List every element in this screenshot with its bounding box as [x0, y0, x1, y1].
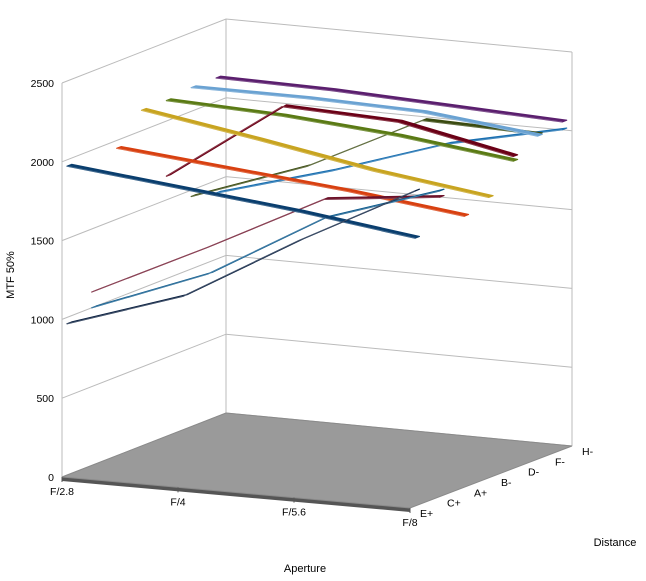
series-ribbon-D-: [165, 104, 519, 177]
series-ribbon-highlight: [166, 100, 514, 162]
y-tick-label: 1000: [31, 314, 55, 326]
series-ribbon-highlight: [141, 109, 489, 198]
floor-plane: [61, 412, 573, 509]
y-tick-label: 1500: [31, 236, 55, 248]
gridline: [61, 254, 573, 320]
x-tick-label: F/2.8: [50, 486, 74, 498]
gridline: [61, 176, 573, 242]
series-layer: [66, 75, 568, 325]
x-axis-title: Aperture: [284, 563, 326, 575]
series-ribbon-A+: [116, 146, 470, 217]
gridline: [61, 18, 573, 84]
series-ribbon-face: [91, 195, 445, 293]
series-ribbon-D-: [165, 98, 519, 162]
series-ribbon-H-: [215, 75, 568, 123]
series-ribbon-face: [165, 104, 519, 177]
series-ribbon-face: [190, 118, 543, 198]
floor-edge: [62, 477, 410, 512]
series-ribbon-face: [140, 107, 494, 198]
y-axis-title: MTF 50%: [5, 251, 17, 299]
y-tick-label: 0: [48, 472, 54, 484]
series-ribbon-face: [116, 146, 470, 217]
depth-tick-label: E+: [420, 508, 433, 520]
depth-tick-label: A+: [474, 487, 487, 499]
y-tick-label: 2000: [31, 157, 55, 169]
series-ribbon-highlight: [191, 120, 538, 197]
series-ribbon-highlight: [66, 190, 416, 325]
series-ribbon-E+: [66, 188, 420, 325]
series-ribbon-C+: [91, 195, 445, 293]
chart-floor: [61, 412, 573, 513]
series-ribbon-H-: [215, 127, 568, 194]
y-tick-label: 500: [36, 393, 54, 405]
series-ribbon-face: [66, 163, 420, 239]
depth-tick-label: H-: [582, 446, 594, 458]
series-ribbon-B-: [140, 107, 494, 198]
series-ribbon-highlight: [66, 165, 415, 239]
depth-tick-labels: E+ C+ A+ B- D- F- H-: [420, 446, 594, 520]
series-ribbon-face: [66, 188, 420, 325]
series-ribbon-highlight: [91, 196, 440, 293]
series-ribbon-face: [165, 98, 519, 162]
x-tick-label: F/8: [402, 517, 417, 529]
series-ribbon-highlight: [116, 147, 465, 217]
depth-axis-title: Distance: [594, 537, 637, 549]
depth-tick-label: B-: [501, 477, 512, 489]
series-ribbon-face: [190, 85, 543, 137]
series-ribbon-E+: [66, 163, 420, 239]
y-tick-labels: 0 500 1000 1500 2000 2500: [31, 78, 55, 484]
series-ribbon-highlight: [191, 87, 538, 137]
series-ribbon-F-: [190, 85, 543, 137]
y-tick-label: 2500: [31, 78, 55, 90]
series-ribbon-face: [91, 188, 445, 309]
series-ribbon-face: [215, 75, 568, 123]
depth-tick-label: F-: [555, 456, 565, 468]
x-tick-label: F/5.6: [282, 507, 306, 519]
series-ribbon-highlight: [166, 106, 514, 177]
x-tick-labels: F/2.8 F/4 F/5.6 F/8: [50, 486, 418, 529]
series-ribbon-C+: [91, 188, 445, 309]
x-tick-label: F/4: [170, 496, 185, 508]
depth-tick-label: D-: [528, 467, 540, 479]
series-ribbon-highlight: [216, 77, 563, 123]
gridline: [61, 333, 573, 399]
series-ribbon-face: [215, 127, 568, 194]
series-ribbon-highlight: [216, 129, 563, 194]
depth-tick-label: C+: [447, 498, 461, 510]
series-ribbon-F-: [190, 118, 543, 198]
